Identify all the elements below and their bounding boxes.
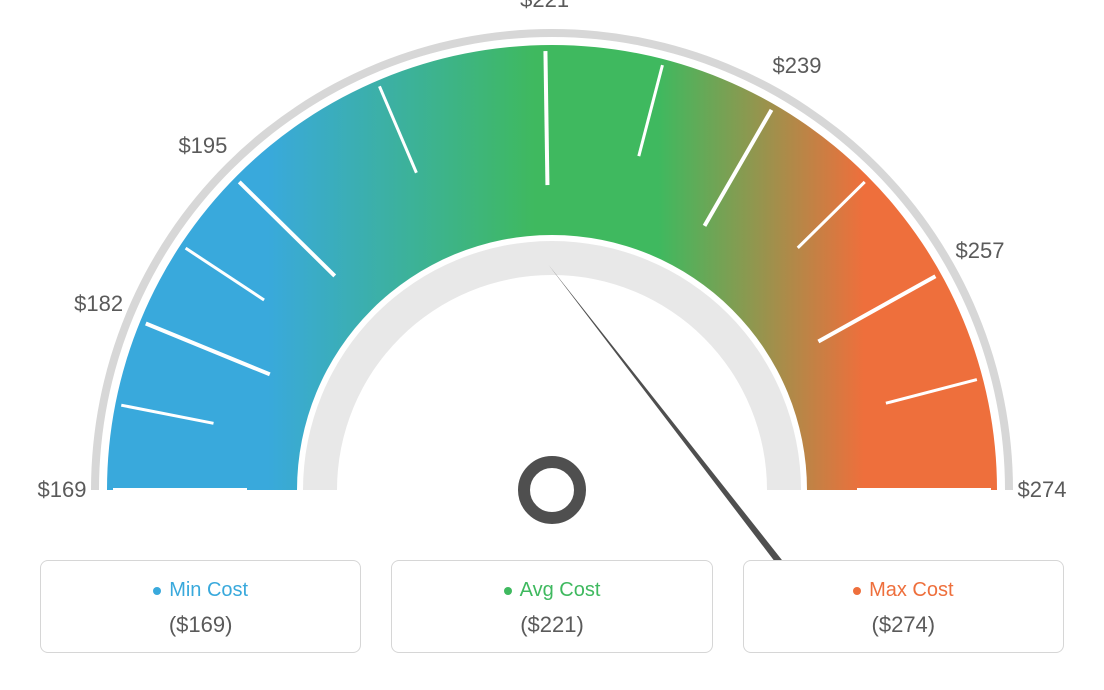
gauge-tick-label: $257: [955, 238, 1004, 264]
gauge-major-tick: [545, 51, 547, 185]
max-cost-label: Max Cost: [853, 579, 953, 602]
gauge-tick-label: $195: [178, 133, 227, 159]
gauge-needle-pivot: [524, 462, 580, 518]
max-cost-card: Max Cost ($274): [743, 560, 1064, 653]
cost-gauge: $169 $182 $195 $221 $239 $257 $274: [0, 0, 1104, 560]
gauge-tick-label: $221: [520, 0, 569, 13]
avg-cost-value: ($221): [402, 612, 701, 638]
max-cost-value: ($274): [754, 612, 1053, 638]
gauge-tick-label: $239: [773, 53, 822, 79]
avg-cost-card: Avg Cost ($221): [391, 560, 712, 653]
min-cost-label: Min Cost: [153, 579, 248, 602]
min-cost-card: Min Cost ($169): [40, 560, 361, 653]
gauge-svg: [0, 0, 1104, 560]
summary-cards: Min Cost ($169) Avg Cost ($221) Max Cost…: [0, 560, 1104, 673]
gauge-tick-label: $169: [38, 477, 87, 503]
min-cost-value: ($169): [51, 612, 350, 638]
avg-cost-label: Avg Cost: [504, 579, 601, 602]
gauge-tick-label: $182: [74, 291, 123, 317]
gauge-tick-label: $274: [1018, 477, 1067, 503]
